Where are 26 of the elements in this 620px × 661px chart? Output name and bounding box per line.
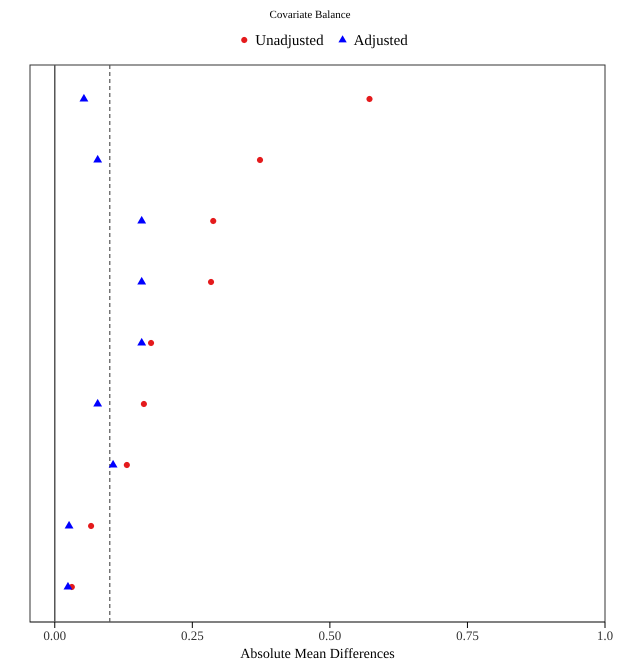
point [137, 276, 146, 285]
point [108, 460, 118, 468]
point [64, 520, 74, 529]
point [88, 522, 94, 530]
point [124, 462, 130, 468]
point [208, 278, 214, 286]
point [210, 218, 216, 224]
x-tick-label: 0.25 [180, 628, 204, 644]
x-axis-title: Absolute Mean Differences [240, 647, 395, 661]
point [79, 94, 88, 102]
point [137, 338, 146, 346]
x-tick-label: 0.50 [318, 628, 342, 644]
x-tick-label: 0.00 [43, 628, 66, 644]
legend-label: Unadjusted [255, 33, 324, 49]
chart-title: Covariate Balance [270, 9, 351, 21]
point [140, 400, 147, 408]
point [93, 398, 102, 407]
point [137, 216, 146, 224]
x-tick-label: 0.75 [456, 628, 479, 644]
legend-label: Adjusted [354, 33, 408, 49]
point [64, 582, 72, 590]
point [366, 96, 373, 102]
x-tick-label: 1.0 [596, 628, 614, 644]
point [148, 340, 154, 346]
point [256, 156, 264, 164]
point [93, 154, 102, 163]
